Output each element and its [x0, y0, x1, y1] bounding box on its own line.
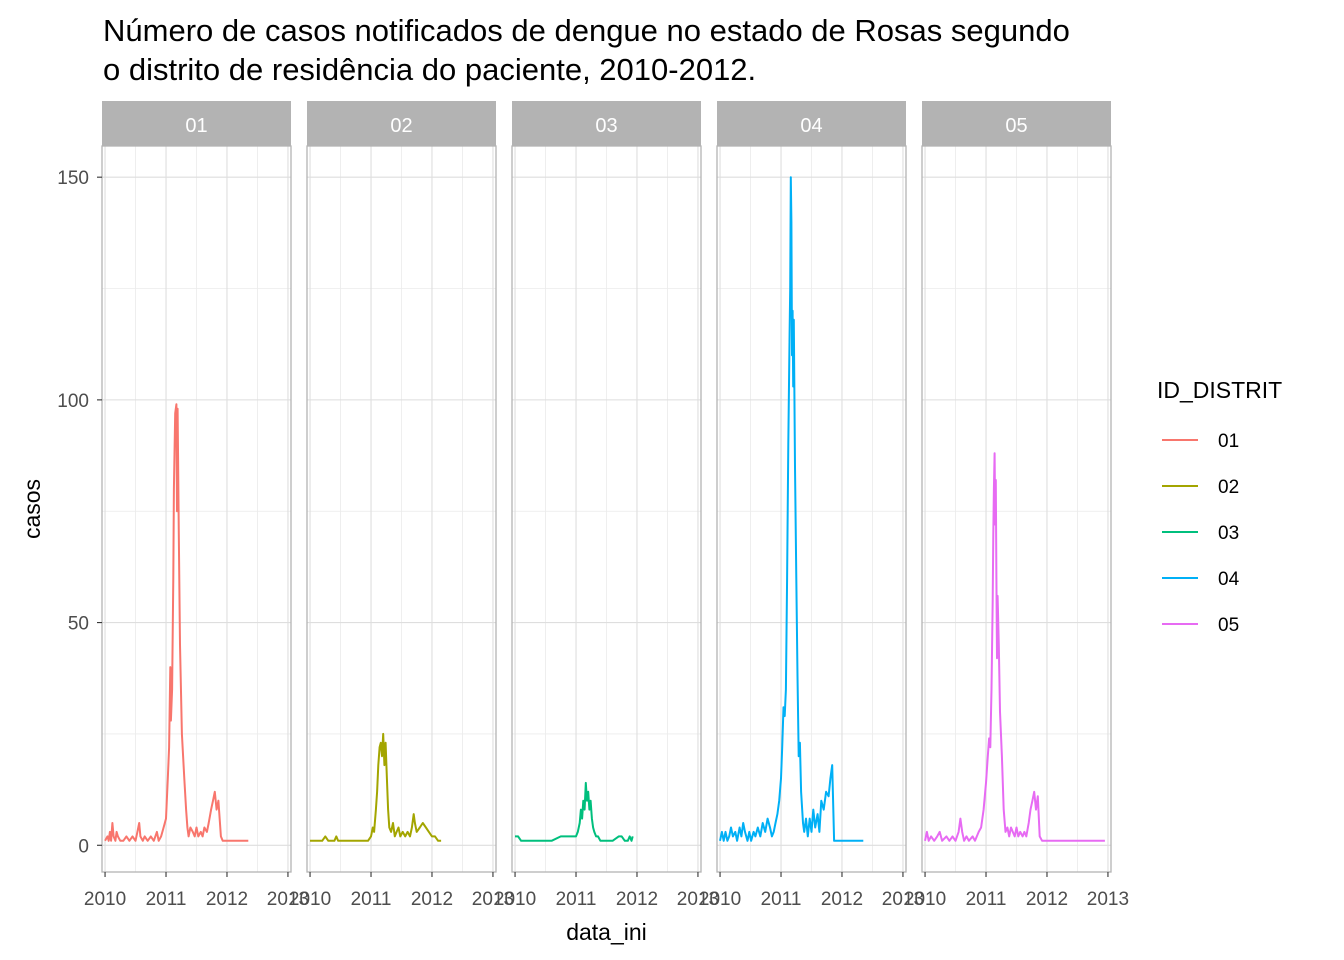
y-tick-label: 150	[57, 168, 89, 189]
y-axis: 0 50 100 150	[57, 168, 102, 857]
facet-strip-label: 04	[800, 115, 822, 137]
x-tick-label: 2013	[1087, 889, 1129, 910]
y-axis-title: casos	[19, 479, 45, 539]
x-tick-label: 2013	[677, 889, 719, 910]
facet-panel-01: 01 2010 2011 2012 2013	[84, 101, 309, 910]
x-tick-label: 2012	[821, 889, 863, 910]
series-line-01	[104, 403, 249, 842]
y-tick-label: 0	[78, 836, 89, 857]
chart-title-line-2: o distrito de residência do paciente, 20…	[103, 52, 756, 87]
facet-panel-02: 02 2010 2011 2012 2013	[289, 101, 514, 910]
legend-label-05: 05	[1218, 615, 1239, 636]
x-axis-title: data_ini	[566, 919, 647, 945]
x-tick-label: 2010	[84, 889, 126, 910]
x-tick-label: 2013	[267, 889, 309, 910]
panel-border	[306, 145, 497, 873]
facet-strip-label: 01	[185, 115, 207, 137]
legend-title: ID_DISTRIT	[1157, 377, 1282, 403]
facet-panels: 01 2010 2011 2012 2013 02 2010 2011 2012 2013 03 20…	[84, 101, 1129, 910]
series-line-02	[310, 732, 442, 842]
facet-strip-label: 02	[390, 115, 412, 137]
legend-label-04: 04	[1218, 569, 1240, 590]
facet-strip	[102, 101, 291, 146]
x-tick-label: 2011	[146, 889, 187, 910]
x-tick-label: 2012	[1026, 889, 1068, 910]
panel-border	[511, 145, 702, 873]
y-tick-label: 100	[57, 391, 89, 412]
series-line-05	[924, 452, 1105, 842]
panel-border	[716, 145, 907, 873]
x-tick-label: 2012	[206, 889, 248, 910]
legend: ID_DISTRIT 01 02 03 04 05	[1157, 377, 1282, 636]
x-tick-label: 2010	[699, 889, 741, 910]
legend-label-01: 01	[1218, 431, 1239, 452]
x-tick-label: 2013	[472, 889, 514, 910]
facet-panel-05: 05 2010 2011 2012 2013	[904, 101, 1129, 910]
x-tick-label: 2011	[556, 889, 597, 910]
x-tick-label: 2010	[494, 889, 536, 910]
facet-panel-03: 03 2010 2011 2012 2013	[494, 101, 719, 910]
panel-border	[921, 145, 1112, 873]
series-line-04	[719, 176, 864, 842]
legend-label-03: 03	[1218, 523, 1239, 544]
x-tick-label: 2013	[882, 889, 924, 910]
facet-strip	[307, 101, 496, 146]
panel-border	[101, 145, 292, 873]
x-tick-label: 2011	[966, 889, 1007, 910]
x-tick-label: 2012	[411, 889, 453, 910]
y-tick-label: 50	[68, 614, 89, 635]
facet-strip	[717, 101, 906, 146]
legend-label-02: 02	[1218, 477, 1239, 498]
facet-strip	[922, 101, 1111, 146]
x-tick-label: 2010	[289, 889, 331, 910]
x-tick-label: 2011	[761, 889, 802, 910]
x-tick-label: 2010	[904, 889, 946, 910]
facet-strip-label: 03	[595, 115, 617, 137]
series-line-03	[515, 781, 634, 842]
facet-panel-04: 04 2010 2011 2012 2013	[699, 101, 924, 910]
facet-strip	[512, 101, 701, 146]
x-tick-label: 2011	[351, 889, 392, 910]
facet-strip-label: 05	[1005, 115, 1027, 137]
x-tick-label: 2012	[616, 889, 658, 910]
chart-title-line-1: Número de casos notificados de dengue no…	[103, 13, 1070, 48]
